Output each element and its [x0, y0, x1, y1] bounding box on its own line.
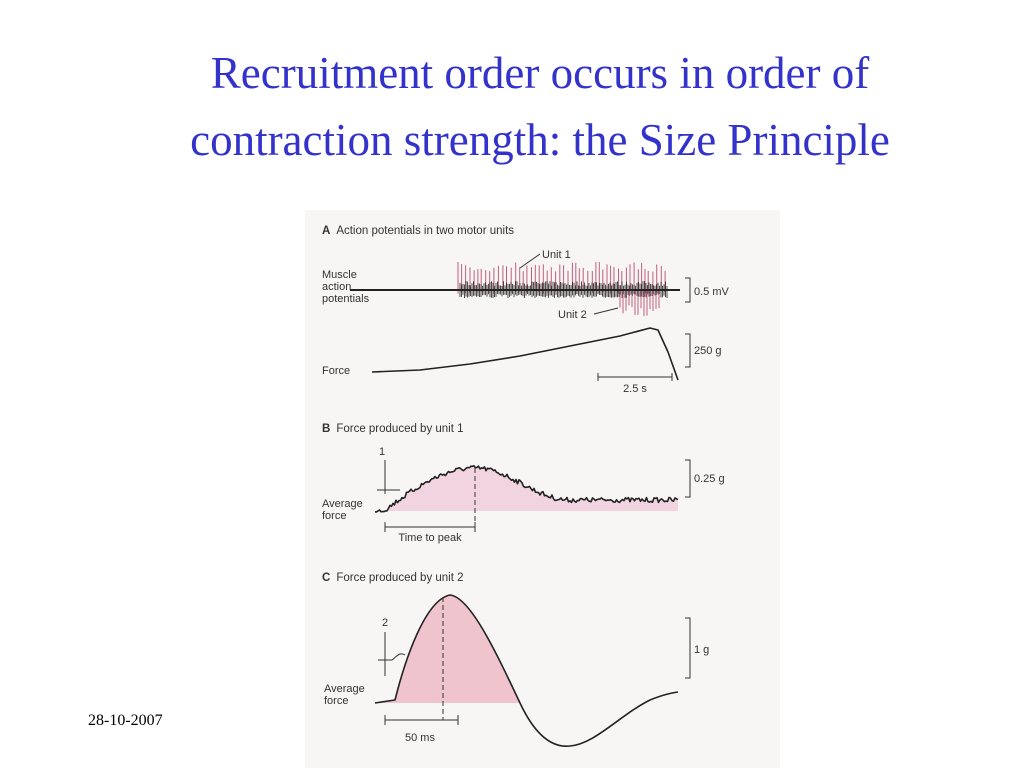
time-label: Time to peak [398, 532, 462, 544]
scale-label: 0.25 g [694, 473, 725, 485]
force-label: Force [322, 365, 350, 377]
scale-label: 0.5 mV [694, 286, 730, 298]
scale-label: 1 g [694, 644, 709, 656]
panel-title: Action potentials in two motor units [336, 225, 514, 237]
panel-title: Force produced by unit 2 [336, 572, 463, 584]
scale-bar [597, 373, 673, 381]
title-line: Recruitment order occurs in order of [211, 48, 870, 98]
stimulus-marker [378, 632, 406, 676]
label-line: Average [324, 683, 365, 695]
time-label: 50 ms [405, 732, 435, 744]
label-line: force [322, 510, 346, 522]
panel-letter: A [322, 225, 330, 237]
panel-title: Force produced by unit 1 [336, 423, 463, 435]
stimulus-marker [377, 460, 400, 494]
trace-label: Average force [322, 498, 363, 522]
label-line: force [324, 695, 348, 707]
pointer [519, 253, 541, 269]
panel-b: B Force produced by unit 1 1 Time to peak… [322, 423, 725, 544]
panel-a: A Action potentials in two motor units Mu… [322, 225, 730, 395]
unit-label: Unit 2 [558, 309, 587, 321]
panel-heading: A Action potentials in two motor units [322, 225, 514, 237]
force-trace [371, 327, 679, 381]
scale-bar [685, 459, 691, 498]
pointer [593, 307, 619, 315]
force-trace [374, 594, 679, 747]
label-line: Average [322, 498, 363, 510]
figure-background [305, 210, 780, 768]
label-line: potentials [322, 293, 370, 305]
title-line: contraction strength: the Size Principle [190, 115, 890, 165]
spike-trains [457, 262, 668, 317]
label-line: Muscle [322, 269, 357, 281]
force-trace [375, 465, 679, 513]
scale-bar [685, 617, 691, 679]
trace-label: Average force [324, 683, 365, 707]
unit-label: Unit 1 [542, 249, 571, 261]
panel-letter: C [322, 572, 330, 584]
panel-letter: B [322, 423, 330, 435]
scale-bar [685, 333, 691, 368]
stimulus-label: 2 [382, 617, 388, 629]
time-bracket [384, 522, 476, 532]
scale-label: 2.5 s [623, 383, 647, 395]
time-bracket [384, 715, 459, 725]
trace-label: Muscle action potentials [322, 269, 370, 305]
panel-heading: B Force produced by unit 1 [322, 423, 464, 435]
label-line: action [322, 281, 351, 293]
area-fill [375, 595, 520, 703]
date: 28-10-2007 [88, 712, 163, 729]
panel-heading: C Force produced by unit 2 [322, 572, 464, 584]
area-fill [375, 465, 678, 512]
panel-c: C Force produced by unit 2 2 50 ms Averag… [322, 572, 709, 747]
scale-label: 250 g [694, 345, 722, 357]
stimulus-label: 1 [379, 446, 385, 458]
scale-bar [685, 277, 691, 303]
